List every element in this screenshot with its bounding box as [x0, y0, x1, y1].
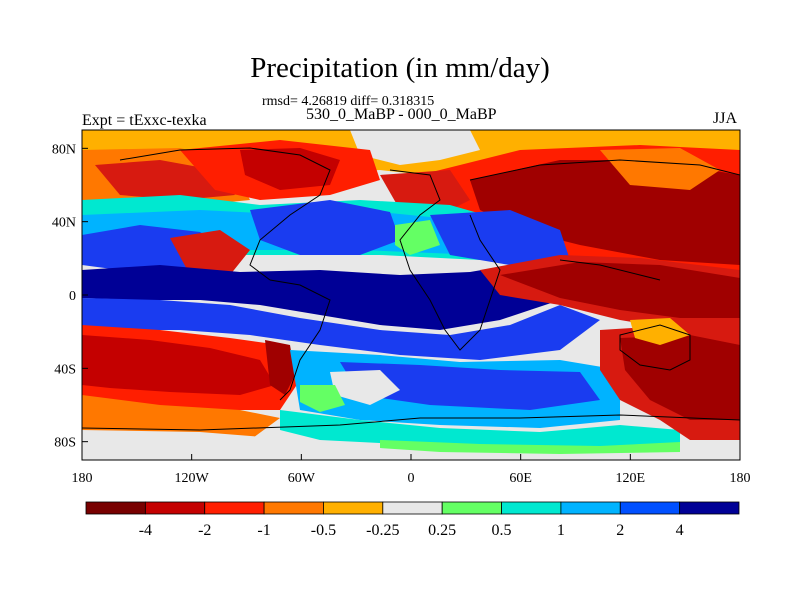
- comparison-label: 530_0_MaBP - 000_0_MaBP: [306, 106, 497, 123]
- colorbar-label: -0.25: [366, 522, 399, 539]
- south-atlantic-green: [300, 385, 345, 412]
- colorbar-swatch: [441, 501, 502, 515]
- latitude-axis: 80N 40N 0 40S 80S: [52, 142, 88, 451]
- australia-dry-core: [620, 335, 740, 420]
- southern-ocean-cyan: [280, 410, 680, 448]
- colorbar-swatch: [204, 501, 265, 515]
- coastline-australia: [619, 324, 691, 371]
- colorbar-swatch: [263, 501, 324, 515]
- colorbar-swatch: [382, 501, 443, 515]
- atlantic-red-patch: [170, 230, 250, 275]
- colorbar-label: -0.5: [311, 522, 336, 539]
- coastlines: [82, 147, 740, 431]
- south-atlantic-grey: [330, 370, 400, 405]
- colorbar-label: -4: [139, 522, 152, 539]
- colorbar-swatch: [323, 501, 384, 515]
- lat-tick-label: 80S: [54, 436, 76, 451]
- coastline-north-america: [119, 147, 331, 281]
- eurasia-orange-patch: [600, 148, 720, 190]
- coastline-antarctica: [82, 414, 740, 431]
- lon-tick-label: 60E: [509, 471, 532, 486]
- colorbar-label: 1: [557, 522, 565, 539]
- lon-tick-label: 180: [730, 471, 751, 486]
- north-america-dark: [240, 148, 340, 190]
- lon-tick-label: 180: [72, 471, 93, 486]
- lon-tick-label: 120E: [616, 471, 646, 486]
- australia-orange: [630, 318, 690, 345]
- season-label: JJA: [713, 110, 738, 127]
- lon-tick-label: 120W: [175, 471, 210, 486]
- experiment-label: Expt = tExxc-texka: [82, 112, 207, 129]
- longitude-axis: 180 120W 60W 0 60E 120E 180: [72, 454, 751, 486]
- colorbar-swatch: [85, 501, 146, 515]
- africa-green-patch: [395, 220, 440, 255]
- lat-tick-label: 40N: [52, 216, 76, 231]
- lon-tick-label: 60W: [288, 471, 316, 486]
- sahara-wet: [430, 210, 570, 265]
- colorbar-label: 2: [616, 522, 624, 539]
- n-atlantic-blue: [250, 200, 400, 255]
- colorbar-label: 4: [676, 522, 684, 539]
- colorbar-label: 0.5: [492, 522, 512, 539]
- plot-title: Precipitation (in mm/day): [250, 52, 550, 84]
- coastline-asia: [469, 159, 740, 281]
- south-america-dry: [265, 340, 295, 395]
- colorbar-swatch: [501, 501, 562, 515]
- equatorial-wet-belt: [82, 260, 580, 330]
- coastline-africa-europe: [389, 169, 501, 351]
- colorbar-swatch: [560, 501, 621, 515]
- south-pacific-dry-core: [82, 335, 275, 395]
- indian-ocean-dry-core: [500, 262, 740, 318]
- colorbar: -4 -2 -1 -0.5 -0.25 0.25 0.5 1 2 4: [85, 501, 740, 539]
- colorbar-swatch: [679, 501, 740, 515]
- arctic-grey-patch: [350, 130, 480, 165]
- coastline-south-america: [269, 279, 331, 401]
- colorbar-label: -1: [257, 522, 270, 539]
- precip-anomaly-field: [82, 130, 740, 460]
- lat-tick-label: 80N: [52, 142, 76, 157]
- southern-ocean-blue: [340, 362, 600, 410]
- lat-tick-label: 40S: [54, 362, 76, 377]
- colorbar-swatch: [144, 501, 206, 515]
- lat-tick-label: 0: [69, 289, 76, 304]
- antarctic-green-strip: [380, 440, 680, 454]
- colorbar-swatch: [619, 501, 681, 515]
- colorbar-label: 0.25: [428, 522, 456, 539]
- stats-line: rmsd= 4.26819 diff= 0.318315: [262, 94, 435, 109]
- lon-tick-label: 0: [408, 471, 415, 486]
- equatorial-blue-fringe: [82, 298, 600, 360]
- colorbar-label: -2: [198, 522, 211, 539]
